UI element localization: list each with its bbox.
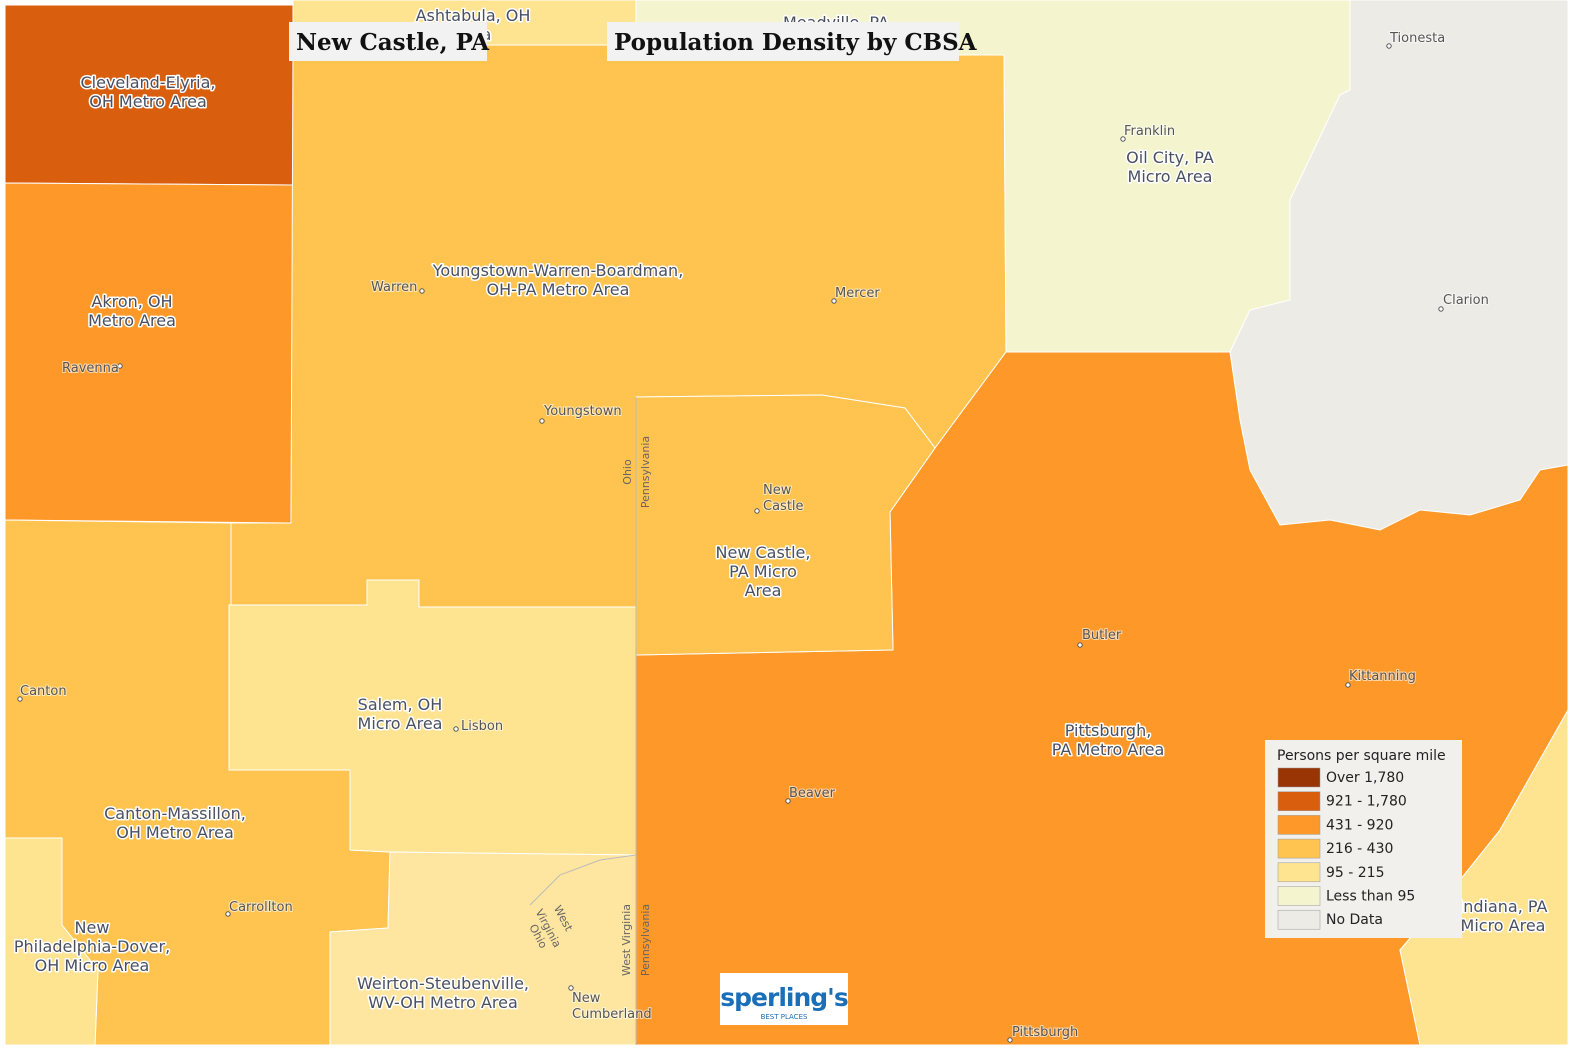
city-label: Ravenna	[62, 361, 119, 376]
city-dot	[1438, 306, 1444, 312]
region-label: WV-OH Metro Area	[368, 993, 518, 1012]
region-label: Area	[745, 581, 782, 600]
legend-title: Persons per square mile	[1277, 748, 1446, 764]
title-boxes: New Castle, PA Population Density by CBS…	[289, 22, 978, 61]
legend-swatch	[1277, 886, 1321, 906]
city-label: Carrollton	[229, 900, 293, 915]
city-label: Kittanning	[1349, 669, 1416, 684]
region-label: Oil City, PA	[1126, 148, 1214, 167]
region-label: Micro Area	[1461, 916, 1546, 935]
legend: Persons per square mile Over 1,780 921 - …	[1265, 740, 1462, 938]
legend-label: No Data	[1326, 912, 1383, 928]
region-label: OH Metro Area	[89, 92, 207, 111]
region-label: Canton-Massillon,	[104, 804, 246, 823]
city-dot	[17, 696, 23, 702]
city-dot	[117, 363, 123, 369]
city-label: Warren	[371, 280, 417, 295]
city-dot	[539, 418, 545, 424]
legend-swatch	[1277, 862, 1321, 883]
region-label: Micro Area	[358, 714, 443, 733]
logo-tagline: BEST PLACES	[761, 1013, 808, 1021]
city-dot	[225, 911, 231, 917]
city-label: Clarion	[1443, 293, 1489, 308]
title: New Castle, PA	[296, 29, 490, 56]
title-box	[289, 22, 487, 61]
region-label: Akron, OH	[91, 292, 172, 311]
city-label: Castle	[763, 499, 804, 514]
city-label: Mercer	[835, 286, 880, 301]
city-label: Butler	[1082, 628, 1122, 643]
region-label: Metro Area	[88, 311, 176, 330]
logo: sperling's BEST PLACES	[720, 973, 849, 1025]
city-label: Franklin	[1124, 124, 1175, 139]
new-castle-area	[635, 394, 936, 656]
akron-area	[4, 182, 294, 524]
state-label: Pennsylvania	[639, 904, 652, 976]
city-label: Beaver	[789, 786, 836, 801]
state-lines	[529, 397, 637, 1045]
legend-label: 216 - 430	[1326, 841, 1393, 857]
legend-label: Over 1,780	[1326, 770, 1404, 786]
city-label: New	[572, 991, 601, 1006]
city-label: Cumberland	[572, 1007, 652, 1022]
region-label: Philadelphia-Dover,	[14, 937, 170, 956]
legend-swatch	[1277, 909, 1321, 930]
legend-label: 431 - 920	[1326, 817, 1393, 833]
legend-swatch	[1277, 838, 1321, 859]
legend-label: 95 - 215	[1326, 865, 1385, 881]
region-label: PA Metro Area	[1052, 740, 1165, 759]
region-label: OH Micro Area	[35, 956, 150, 975]
city-dot	[1120, 136, 1126, 142]
city-label: New	[763, 483, 792, 498]
city-dot	[1077, 642, 1083, 648]
city-label: Tionesta	[1389, 31, 1445, 46]
legend-label: Less than 95	[1326, 889, 1415, 905]
region-label: Weirton-Steubenville,	[357, 974, 529, 993]
logo-box	[720, 973, 848, 1025]
region-label: Pittsburgh,	[1065, 721, 1152, 740]
legend-swatch	[1277, 791, 1321, 811]
city-dot	[568, 985, 574, 991]
state-label: Ohio	[621, 459, 634, 485]
state-label: Pennsylvania	[639, 436, 652, 508]
region-label: Micro Area	[1128, 167, 1213, 186]
new-philadelphia-area	[4, 837, 99, 1046]
city-dot	[785, 798, 791, 804]
city-dot	[1386, 43, 1392, 49]
region-label: Salem, OH	[358, 695, 443, 714]
city-dot	[754, 508, 760, 514]
legend-swatch	[1277, 815, 1321, 835]
city-label: Canton	[20, 684, 67, 699]
legend-label: 921 - 1,780	[1326, 794, 1407, 810]
region-label: Indiana, PA	[1459, 897, 1548, 916]
subtitle: Population Density by CBSA	[614, 29, 978, 56]
region-label: New	[75, 918, 110, 937]
region-label: Youngstown-Warren-Boardman,	[432, 261, 684, 280]
region-label: PA Micro	[729, 562, 797, 581]
state-line	[529, 854, 637, 906]
region-label: New Castle,	[716, 543, 811, 562]
city-label: Lisbon	[461, 719, 503, 734]
city-dot	[1345, 682, 1351, 688]
logo-name: sperling's	[720, 983, 848, 1012]
region-label: Ashtabula, OH	[416, 6, 531, 25]
state-label: West Virginia	[620, 904, 633, 976]
city-dot	[1007, 1037, 1013, 1043]
region-label: OH Metro Area	[116, 823, 234, 842]
city-dot	[453, 726, 459, 732]
city-label: Youngstown	[543, 404, 622, 419]
city-label: Pittsburgh	[1012, 1025, 1078, 1040]
region-label: OH-PA Metro Area	[487, 280, 630, 299]
subtitle-box	[607, 22, 959, 61]
legend-swatch	[1277, 767, 1321, 788]
city-dot	[831, 298, 837, 304]
city-dot	[419, 288, 425, 294]
region-label: Cleveland-Elyria,	[80, 73, 215, 92]
